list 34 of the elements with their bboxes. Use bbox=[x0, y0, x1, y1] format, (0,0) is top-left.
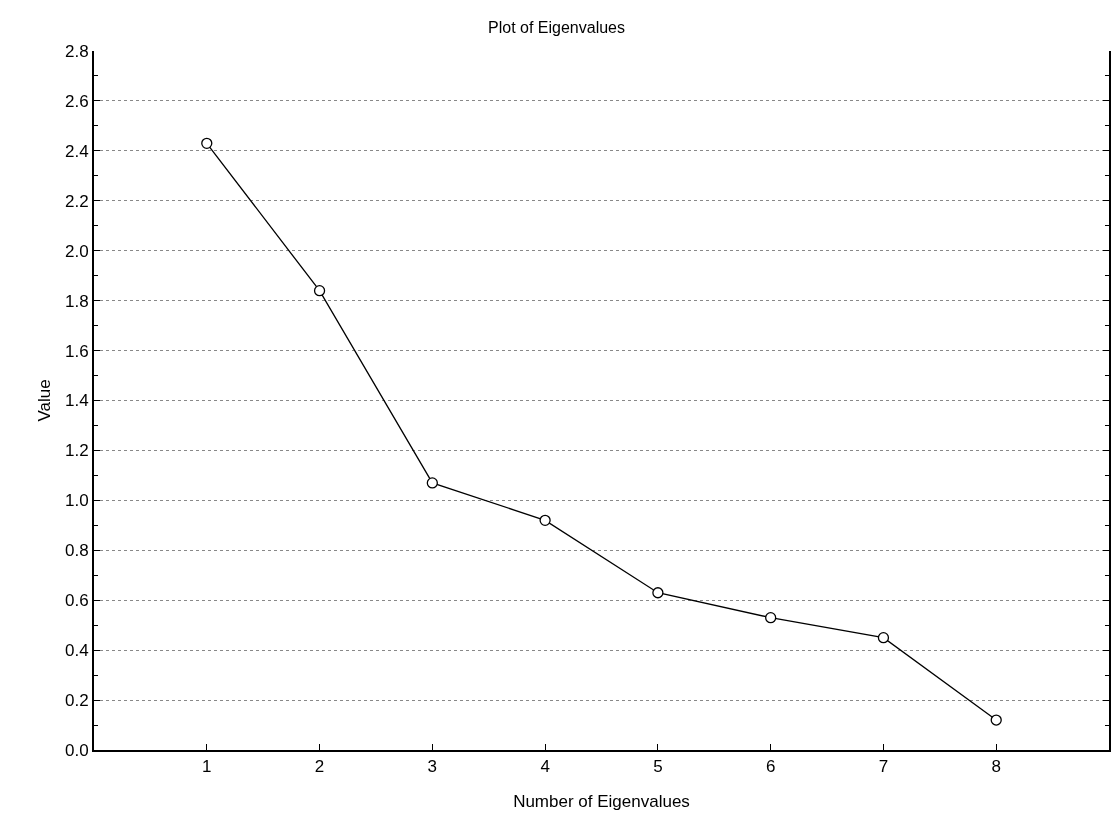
y-tick-label: 2.0 bbox=[64, 241, 89, 261]
point bbox=[313, 285, 326, 297]
x-tick-label: 8 bbox=[991, 757, 1001, 777]
point bbox=[765, 612, 777, 624]
y-tick-label: 2.2 bbox=[64, 191, 89, 211]
y-tick-label: 1.8 bbox=[64, 291, 89, 311]
y-tick-label: 2.8 bbox=[64, 41, 89, 61]
x-tick-label: 7 bbox=[878, 757, 889, 777]
y-tick-label: 0.0 bbox=[64, 740, 89, 760]
chart-title: Plot of Eigenvalues bbox=[488, 18, 625, 36]
point bbox=[877, 632, 890, 644]
y-tick-label: 1.6 bbox=[64, 341, 89, 361]
y-tick-label: 2.6 bbox=[64, 91, 89, 111]
y-tick-label: 0.8 bbox=[64, 541, 89, 561]
x-tick-label: 1 bbox=[202, 757, 212, 777]
point bbox=[990, 714, 1002, 726]
point bbox=[652, 587, 664, 599]
y-tick-label: 0.2 bbox=[64, 691, 89, 711]
x-tick-label: 4 bbox=[540, 757, 550, 777]
y-tick-label: 2.4 bbox=[64, 141, 89, 161]
point bbox=[539, 514, 551, 526]
y-tick-label: 1.0 bbox=[64, 491, 89, 511]
y-axis-title: Value bbox=[35, 379, 55, 422]
y-tick-label: 0.6 bbox=[64, 591, 89, 611]
y-tick-label: 0.4 bbox=[64, 641, 89, 661]
x-axis-title: Number of Eigenvalues bbox=[513, 792, 690, 812]
x-tick-label: 5 bbox=[653, 757, 663, 777]
y-tick-label: 1.4 bbox=[64, 391, 89, 411]
point bbox=[426, 477, 438, 489]
x-tick-label: 2 bbox=[314, 757, 325, 777]
x-tick-label: 6 bbox=[765, 757, 776, 777]
y-tick-label: 1.2 bbox=[64, 441, 89, 461]
x-tick-label: 3 bbox=[427, 757, 438, 777]
point bbox=[201, 137, 213, 150]
